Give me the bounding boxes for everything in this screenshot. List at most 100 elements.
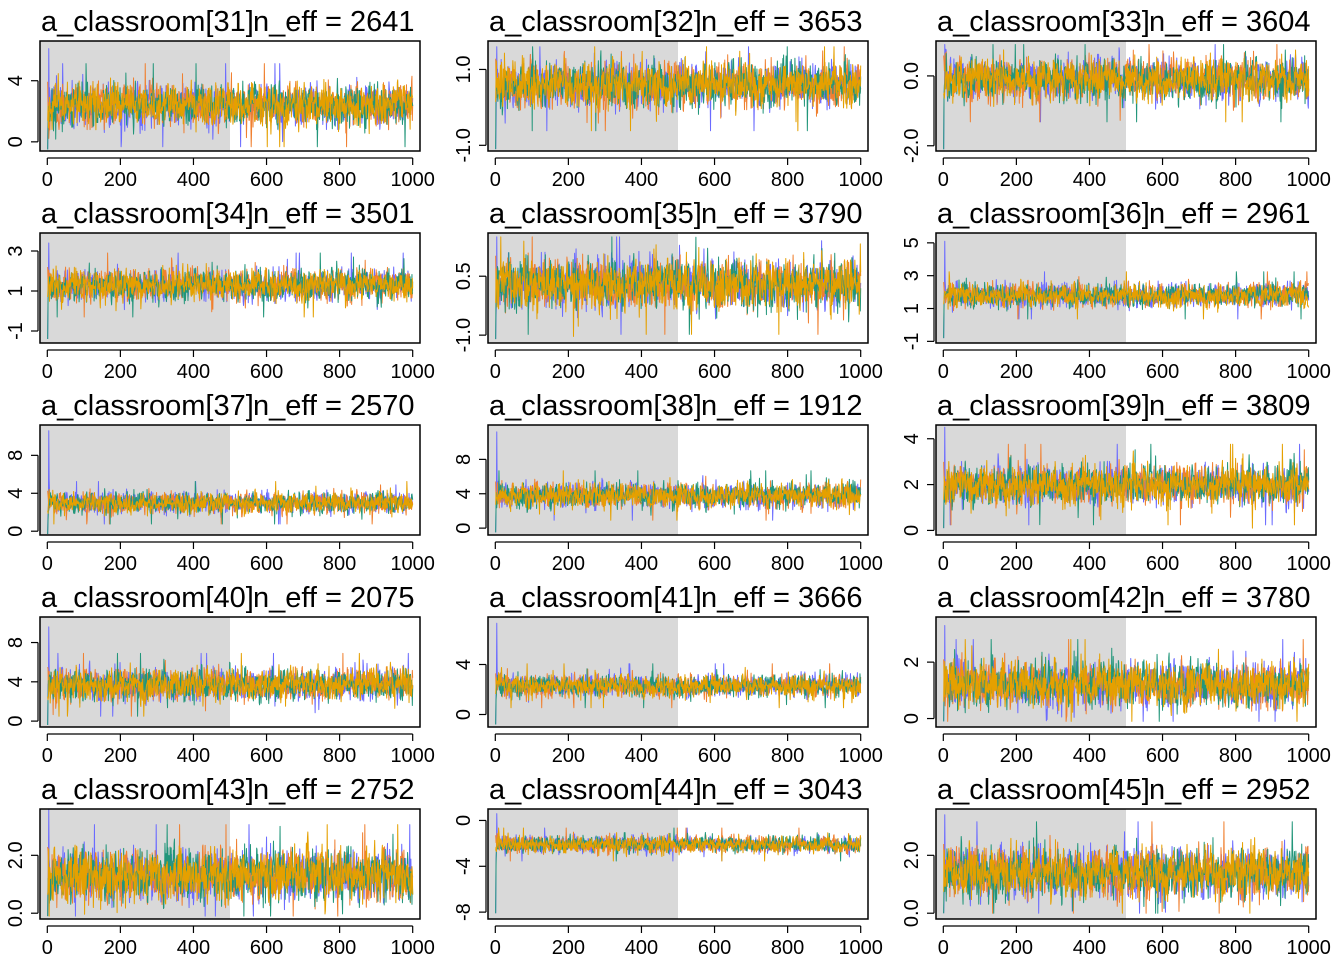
trace-panel: 0 200 400 600 800 1000 0 4 n_eff = 3666 a_classro… [448, 576, 896, 768]
effective-sample-size: n_eff = 3666 [701, 582, 863, 614]
y-tick-label: 0 [901, 525, 923, 536]
x-tick-label: 200 [1000, 361, 1033, 383]
trace-plot-svg: 0 200 400 600 800 1000 0 2 4 [901, 424, 1331, 575]
plot-frame [39, 616, 421, 728]
y-tick-label: 0.0 [901, 62, 923, 90]
x-tick-label: 1000 [838, 553, 883, 575]
x-tick-label: 1000 [390, 169, 435, 191]
trace-panel: 0 200 400 600 800 1000 0.0 2.0 n_eff = 2752 a_cla… [0, 768, 448, 960]
y-tick-label: -1.0 [453, 318, 475, 352]
y-axis: 0.0 2.0 [5, 841, 39, 927]
x-tick-label: 200 [552, 361, 585, 383]
effective-sample-size: n_eff = 3809 [1149, 390, 1311, 422]
parameter-name: a_classroom[40] [41, 582, 254, 614]
x-tick-label: 0 [490, 937, 501, 959]
effective-sample-size: n_eff = 2075 [253, 582, 415, 614]
y-tick-label: 0 [453, 523, 475, 534]
plot-frame [487, 616, 869, 728]
y-tick-label: 4 [453, 659, 475, 670]
plot-frame [487, 40, 869, 152]
y-tick-label: 3 [901, 270, 923, 281]
x-axis: 0 200 400 600 800 1000 [938, 349, 1331, 383]
y-tick-label: 0.0 [5, 899, 27, 927]
y-axis: 0.0 2.0 [901, 841, 935, 927]
y-tick-label: -1.0 [453, 128, 475, 162]
x-axis: 0 200 400 600 800 1000 [42, 925, 435, 959]
x-tick-label: 0 [938, 169, 949, 191]
x-tick-label: 200 [1000, 169, 1033, 191]
plot-frame [935, 616, 1317, 728]
x-tick-label: 600 [1146, 361, 1179, 383]
y-tick-label: -8 [453, 903, 475, 921]
x-tick-label: 400 [1073, 937, 1106, 959]
trace-panel: 0 200 400 600 800 1000 0 2 4 n_eff = 3809 a_classr… [896, 384, 1344, 576]
parameter-name: a_classroom[37] [41, 390, 254, 422]
plot-frame [487, 808, 869, 920]
x-tick-label: 400 [625, 169, 658, 191]
trace-panel: 0 200 400 600 800 1000 0 4 8 n_eff = 2075 a_classr… [0, 576, 448, 768]
x-tick-label: 200 [104, 361, 137, 383]
x-tick-label: 400 [177, 745, 210, 767]
trace-panel: 0 200 400 600 800 1000 -8 -4 0 n_eff = 3043 a_clas… [448, 768, 896, 960]
x-tick-label: 200 [104, 169, 137, 191]
effective-sample-size: n_eff = 3604 [1149, 6, 1311, 38]
x-tick-label: 0 [938, 361, 949, 383]
y-tick-label: -1 [901, 332, 923, 350]
x-tick-label: 800 [323, 745, 356, 767]
y-tick-label: 8 [5, 450, 27, 461]
x-tick-label: 200 [104, 937, 137, 959]
plot-frame [487, 424, 869, 536]
chain-trace-4 [47, 652, 414, 717]
parameter-name: a_classroom[34] [41, 198, 254, 230]
parameter-name: a_classroom[38] [489, 390, 702, 422]
x-tick-label: 0 [490, 361, 501, 383]
effective-sample-size: n_eff = 3780 [1149, 582, 1311, 614]
parameter-name: a_classroom[36] [937, 198, 1150, 230]
y-tick-label: 0 [5, 136, 27, 147]
y-tick-label: 8 [5, 637, 27, 648]
x-tick-label: 800 [771, 553, 804, 575]
chain-trace-4 [495, 46, 862, 132]
y-tick-label: 0 [5, 716, 27, 727]
y-tick-label: 0 [453, 709, 475, 720]
x-tick-label: 800 [1219, 745, 1252, 767]
x-tick-label: 600 [250, 169, 283, 191]
chain-trace-4 [47, 73, 414, 148]
trace-panel: 0 200 400 600 800 1000 -1 1 3 5 n_eff = 2961 a_clas… [896, 192, 1344, 384]
x-axis: 0 200 400 600 800 1000 [490, 925, 883, 959]
warmup-region [488, 809, 678, 919]
x-axis: 0 200 400 600 800 1000 [42, 349, 435, 383]
y-tick-label: 4 [5, 75, 27, 86]
x-tick-label: 200 [552, 745, 585, 767]
trace-panel: 0 200 400 600 800 1000 0.0 2.0 n_eff = 2952 a_cla… [896, 768, 1344, 960]
x-tick-label: 200 [104, 745, 137, 767]
chain-trace-3 [495, 827, 862, 914]
x-tick-label: 600 [698, 169, 731, 191]
chain-trace-4 [943, 271, 1310, 320]
chain-trace-4 [47, 481, 414, 525]
effective-sample-size: n_eff = 3501 [253, 198, 415, 230]
plot-frame [39, 808, 421, 920]
trace-panel: 0 200 400 600 800 1000 -1 1 3 n_eff = 3501 a_class… [0, 192, 448, 384]
x-axis: 0 200 400 600 800 1000 [938, 541, 1331, 575]
y-axis: 04 [453, 659, 487, 720]
y-tick-label: 5 [901, 237, 923, 248]
y-tick-label: 2 [901, 657, 923, 668]
x-tick-label: 1000 [390, 361, 435, 383]
x-tick-label: 400 [177, 937, 210, 959]
x-tick-label: 1000 [390, 553, 435, 575]
y-tick-label: 2.0 [901, 841, 923, 869]
warmup-region [40, 425, 230, 535]
x-tick-label: 0 [938, 937, 949, 959]
trace-plot-svg: 0 200 400 600 800 1000 0 4 8 [5, 424, 435, 575]
x-tick-label: 600 [250, 745, 283, 767]
x-tick-label: 800 [771, 937, 804, 959]
chain-trace-4 [495, 236, 862, 337]
x-tick-label: 200 [104, 553, 137, 575]
x-axis: 0 200 400 600 800 1000 [490, 349, 883, 383]
x-tick-label: 1000 [390, 745, 435, 767]
x-tick-label: 0 [42, 937, 53, 959]
effective-sample-size: n_eff = 3653 [701, 6, 863, 38]
effective-sample-size: n_eff = 1912 [701, 390, 863, 422]
